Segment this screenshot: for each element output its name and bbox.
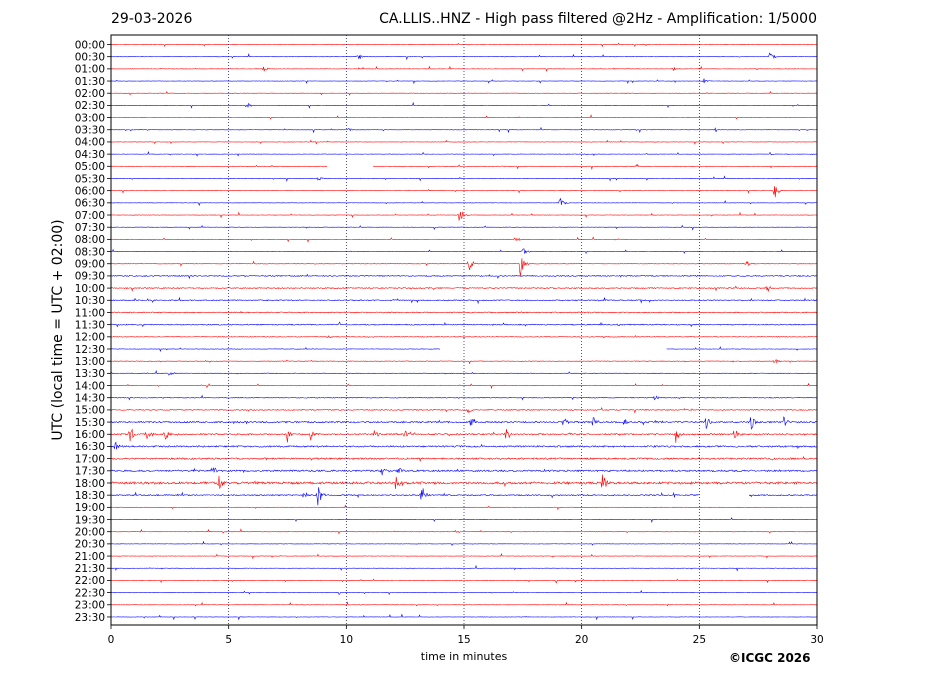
trace-0930: [110, 273, 818, 280]
y-tick-label: 02:00: [75, 88, 105, 100]
chart-title: CA.LLIS..HNZ - High pass filtered @2Hz -…: [379, 11, 817, 27]
trace-2030: [110, 540, 818, 547]
trace-0400: [110, 139, 818, 145]
trace-2130: [110, 564, 818, 572]
y-tick-label: 14:30: [75, 393, 105, 405]
x-tick-label: 20: [575, 634, 588, 646]
y-tick-label: 03:00: [75, 112, 105, 124]
y-tick-label: 16:30: [75, 441, 105, 453]
y-tick-label: 17:00: [75, 453, 105, 465]
y-tick-label: 08:30: [75, 246, 105, 258]
x-tick-label: 25: [693, 634, 706, 646]
y-tick-label: 11:00: [75, 307, 105, 319]
trace-0230: [110, 101, 818, 109]
x-tick-label: 15: [457, 634, 470, 646]
y-tick-label: 18:30: [75, 490, 105, 502]
y-tick-label: 02:30: [75, 100, 105, 112]
y-tick-label: 01:30: [75, 76, 105, 88]
trace-1730: [110, 467, 818, 476]
y-tick-label: 07:00: [75, 210, 105, 222]
y-tick-label: 22:00: [75, 575, 105, 587]
trace-2100: [110, 552, 818, 560]
trace-1430: [111, 394, 818, 401]
x-tick-label: 0: [108, 634, 115, 646]
trace-1400: [110, 382, 818, 390]
y-tick-label: 10:30: [75, 295, 105, 307]
y-tick-label: 15:30: [75, 417, 105, 429]
y-tick-label: 00:30: [75, 51, 105, 63]
trace-1300: [110, 358, 818, 365]
trace-1830: [110, 487, 818, 506]
trace-1230: [110, 346, 818, 352]
y-tick-label: 13:00: [75, 356, 105, 368]
y-tick-label: 19:30: [75, 514, 105, 526]
y-tick-label: 15:00: [75, 405, 105, 417]
y-tick-label: 05:00: [75, 161, 105, 173]
trace-0500: [110, 163, 818, 170]
y-tick-label: 18:00: [75, 478, 105, 490]
trace-0630: [110, 197, 818, 207]
y-axis-ticks: 00:0000:3001:0001:3002:0002:3003:0003:30…: [75, 39, 111, 624]
y-tick-label: 09:30: [75, 271, 105, 283]
y-tick-label: 11:30: [75, 319, 105, 331]
trace-2200: [110, 578, 818, 584]
trace-2000: [110, 528, 818, 535]
trace-1100: [110, 310, 818, 314]
copyright-notice: ©ICGC 2026: [729, 651, 811, 665]
trace-2300: [110, 601, 818, 607]
chart-date: 29-03-2026: [111, 11, 193, 27]
y-tick-label: 04:30: [75, 149, 105, 161]
y-tick-label: 10:00: [75, 283, 105, 295]
trace-1700: [110, 455, 818, 462]
trace-1200: [110, 335, 818, 339]
trace-2330: [110, 613, 818, 621]
y-axis-label: UTC (local time = UTC + 02:00): [50, 219, 66, 440]
y-tick-label: 00:00: [75, 39, 105, 51]
y-tick-label: 22:30: [75, 587, 105, 599]
y-tick-label: 20:00: [75, 527, 105, 539]
trace-2230: [110, 589, 818, 596]
y-tick-label: 09:00: [75, 259, 105, 271]
trace-1030: [110, 296, 818, 305]
y-tick-label: 04:00: [75, 137, 105, 149]
y-tick-label: 13:30: [75, 368, 105, 380]
trace-0300: [110, 114, 818, 120]
y-tick-label: 23:00: [75, 600, 105, 612]
y-tick-label: 14:00: [75, 380, 105, 392]
trace-group: [110, 42, 818, 621]
y-tick-label: 21:30: [75, 563, 105, 575]
y-tick-label: 07:30: [75, 222, 105, 234]
y-tick-label: 20:30: [75, 539, 105, 551]
y-tick-label: 12:00: [75, 332, 105, 344]
y-tick-label: 19:00: [75, 502, 105, 514]
trace-1330: [110, 369, 818, 376]
y-tick-label: 12:30: [75, 344, 105, 356]
y-tick-label: 03:30: [75, 125, 105, 137]
y-tick-label: 08:00: [75, 234, 105, 246]
trace-0600: [111, 186, 818, 198]
y-tick-label: 06:00: [75, 185, 105, 197]
trace-1900: [110, 504, 818, 511]
trace-1930: [110, 517, 817, 523]
y-tick-label: 01:00: [75, 64, 105, 76]
x-tick-label: 5: [225, 634, 232, 646]
x-axis-ticks: 0 5 10 15 20 25 30: [108, 625, 824, 646]
y-tick-label: 05:30: [75, 173, 105, 185]
x-tick-label: 30: [810, 634, 823, 646]
y-tick-label: 21:00: [75, 551, 105, 563]
x-axis-label: time in minutes: [421, 650, 508, 663]
trace-0530: [110, 175, 818, 183]
x-tick-label: 10: [340, 634, 353, 646]
trace-0330: [110, 126, 818, 134]
y-tick-label: 23:30: [75, 612, 105, 624]
y-tick-label: 06:30: [75, 198, 105, 210]
trace-0200: [110, 90, 818, 96]
y-tick-label: 17:30: [75, 466, 105, 478]
trace-1130: [110, 321, 818, 328]
grid-lines: [228, 35, 700, 625]
y-tick-label: 16:00: [75, 429, 105, 441]
trace-0430: [110, 151, 818, 157]
trace-0700: [110, 211, 818, 221]
